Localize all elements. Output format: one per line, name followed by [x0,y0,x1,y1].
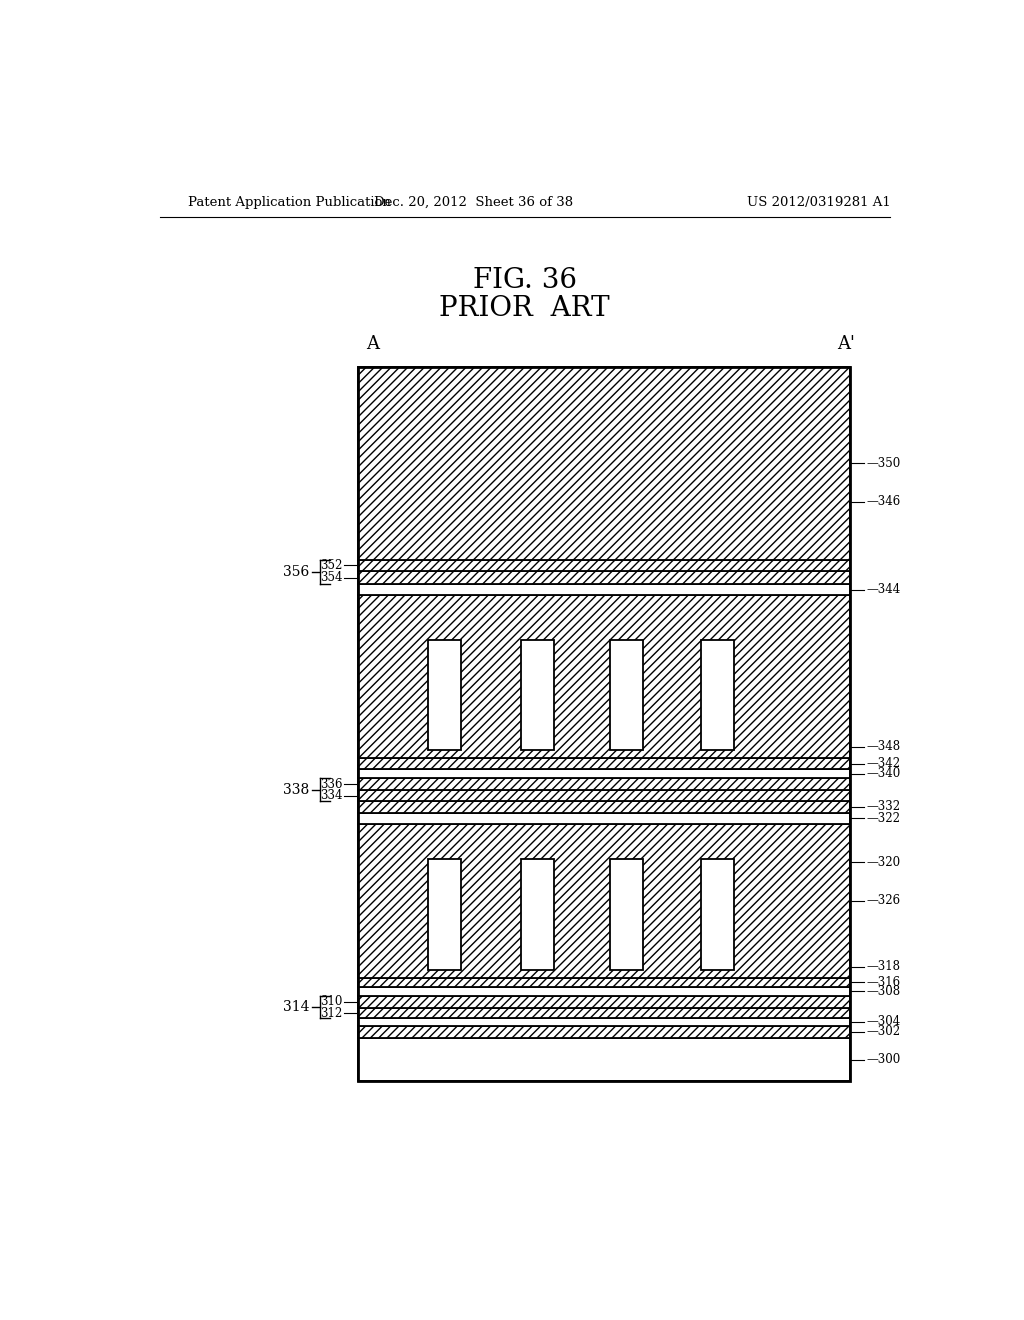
Bar [428,859,461,970]
Bar [358,824,850,978]
Text: PRIOR  ART: PRIOR ART [439,296,610,322]
Text: —326: —326 [866,895,900,907]
Bar [521,859,554,970]
Text: —350: —350 [866,457,900,470]
Text: —348: —348 [866,741,900,754]
Text: FIG. 36: FIG. 36 [473,267,577,294]
Text: —318: —318 [866,961,900,973]
Bar [358,1026,850,1039]
Text: A': A' [838,334,855,352]
Bar [358,560,850,572]
Bar [358,1019,850,1026]
Text: 314: 314 [284,1001,309,1014]
Text: —342: —342 [866,758,900,770]
Text: —300: —300 [866,1053,900,1067]
Bar [358,801,850,813]
Text: 310: 310 [319,995,342,1008]
Text: —340: —340 [866,767,900,780]
Text: 312: 312 [321,1007,342,1019]
Bar [428,640,461,750]
Bar [609,859,643,970]
Bar [609,640,643,750]
Bar [358,791,850,801]
Bar [358,1007,850,1019]
Text: 354: 354 [319,572,342,583]
Bar [358,595,850,758]
Text: —320: —320 [866,855,900,869]
Bar [358,367,850,560]
Bar [358,758,850,770]
Bar [700,640,734,750]
Bar [358,367,850,1081]
Text: —322: —322 [866,812,900,825]
Text: —344: —344 [866,583,900,597]
Text: —346: —346 [866,495,900,508]
Text: US 2012/0319281 A1: US 2012/0319281 A1 [746,195,890,209]
Bar [358,978,850,987]
Bar [358,1039,850,1081]
Bar [358,770,850,779]
Text: —308: —308 [866,985,900,998]
Text: —302: —302 [866,1026,900,1039]
Bar [358,779,850,791]
Text: —316: —316 [866,975,900,989]
Text: —332: —332 [866,800,900,813]
Text: A: A [366,334,379,352]
Bar [358,583,850,595]
Text: 334: 334 [319,789,342,803]
Bar [521,640,554,750]
Text: 356: 356 [284,565,309,579]
Bar [358,987,850,995]
Bar [700,859,734,970]
Text: 336: 336 [319,777,342,791]
Bar [358,572,850,583]
Bar [358,813,850,824]
Text: 352: 352 [319,558,342,572]
Text: 338: 338 [284,783,309,797]
Text: Patent Application Publication: Patent Application Publication [187,195,390,209]
Text: —304: —304 [866,1015,900,1028]
Text: Dec. 20, 2012  Sheet 36 of 38: Dec. 20, 2012 Sheet 36 of 38 [374,195,572,209]
Bar [358,995,850,1007]
